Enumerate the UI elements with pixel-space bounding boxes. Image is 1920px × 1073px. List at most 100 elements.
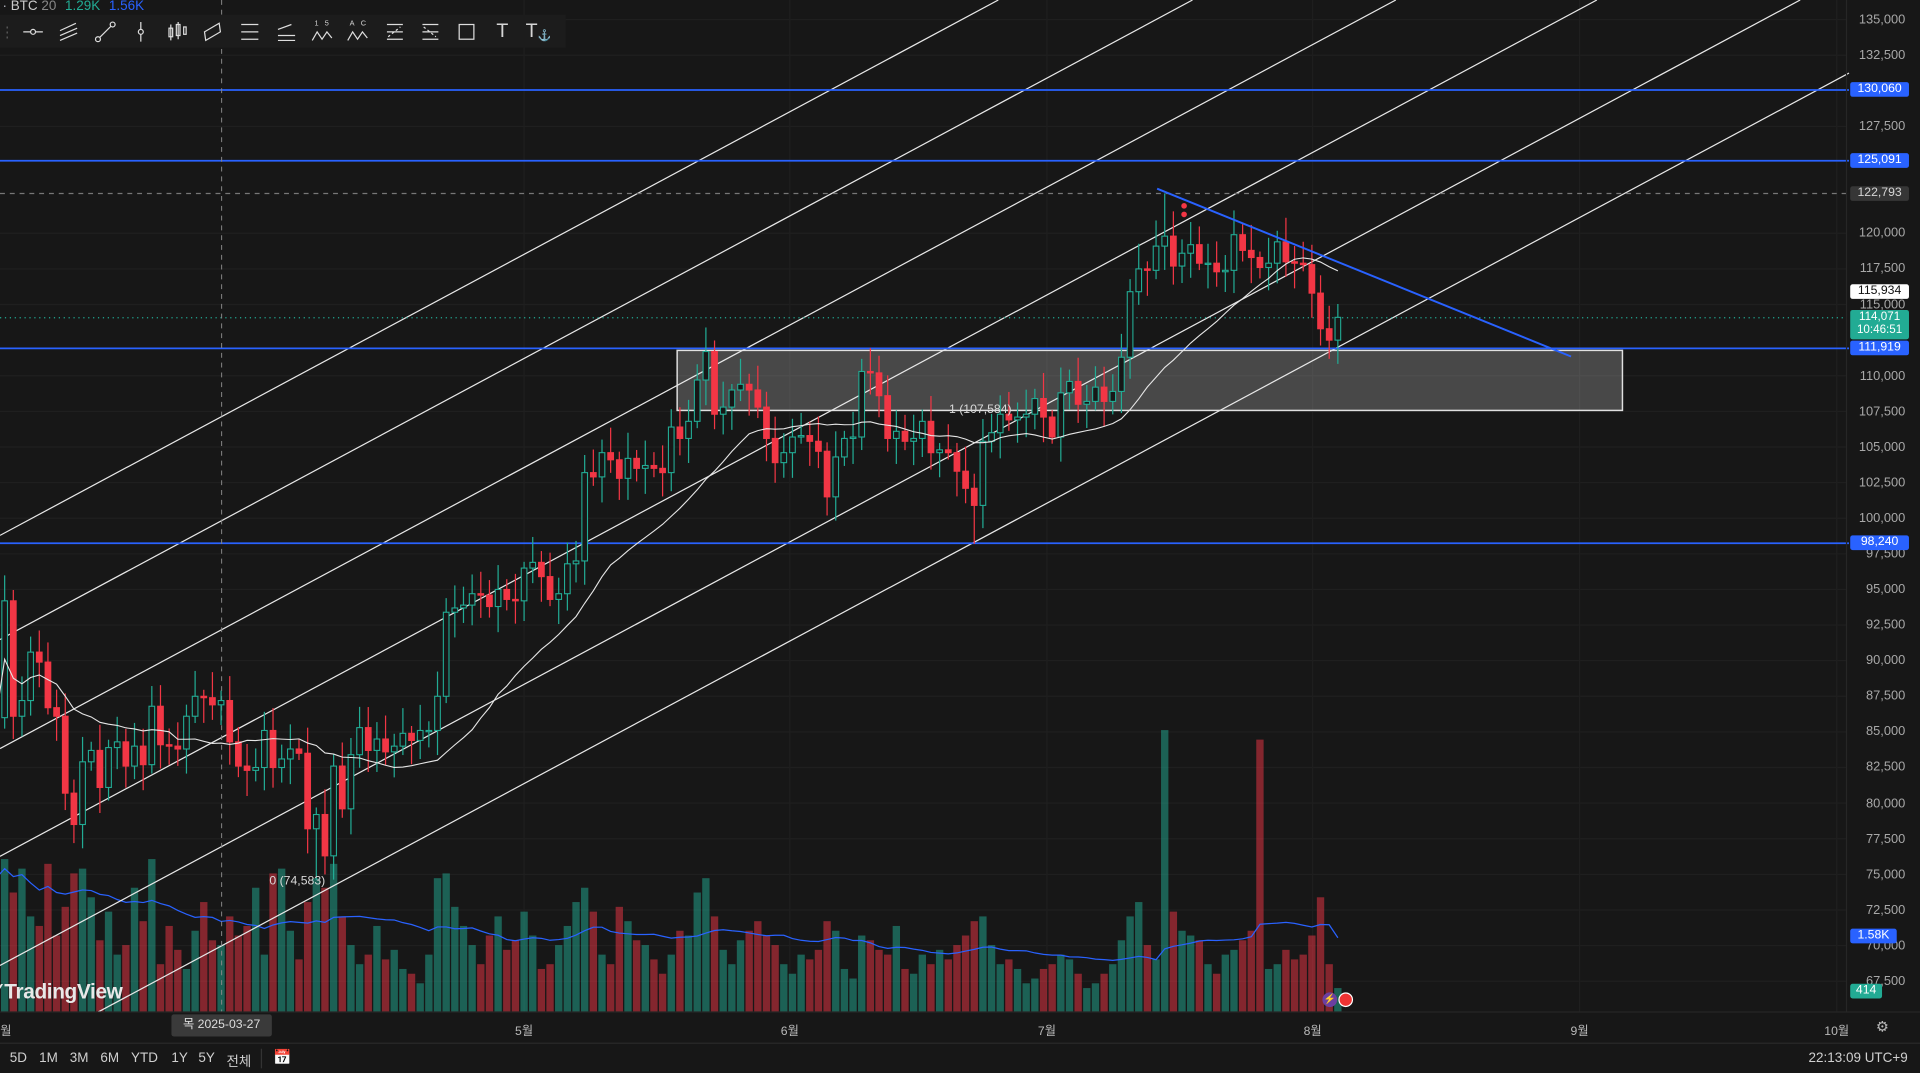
bottom-toolbar: 5D 1M 3M 6M YTD 1Y 5Y 전체 📅 22:13:09 UTC+…: [0, 1042, 1920, 1073]
rectangle-icon[interactable]: [448, 15, 484, 48]
anchored-text-icon[interactable]: T ⚓: [525, 20, 552, 42]
fib-extension-icon[interactable]: [412, 15, 448, 48]
time-label-sep: 9월: [1570, 1025, 1589, 1039]
volume-bar: [676, 930, 684, 1012]
candle-body: [520, 567, 528, 602]
support-zone-rectangle[interactable]: [676, 349, 1624, 412]
candle-body: [815, 440, 822, 452]
range-ytd[interactable]: YTD: [131, 1051, 158, 1066]
volume-bar: [1161, 730, 1169, 1012]
candle-body: [425, 729, 433, 733]
candle-body: [512, 598, 519, 602]
volume-bar: [9, 892, 17, 1012]
abcd-pattern-icon[interactable]: A C: [340, 15, 376, 48]
candles-icon[interactable]: [159, 15, 195, 48]
volume-bar: [1022, 983, 1030, 1012]
candle-body: [1256, 256, 1264, 269]
volume-bar: [1290, 959, 1299, 1012]
candle-body: [347, 754, 355, 810]
volume-bar: [529, 935, 537, 1012]
elliott-wave-icon[interactable]: 1 5: [304, 15, 340, 48]
price-chart[interactable]: [0, 0, 1920, 1043]
volume-bar: [0, 859, 9, 1012]
candle-body: [719, 406, 727, 415]
volume-bar: [416, 983, 424, 1012]
range-all[interactable]: 전체: [226, 1054, 252, 1070]
candle-body: [1299, 262, 1307, 266]
parallel-channel[interactable]: [0, 0, 1850, 1013]
candle-body: [1135, 268, 1143, 293]
volume-bar: [572, 902, 580, 1012]
range-5d[interactable]: 5D: [9, 1051, 28, 1066]
candle-body: [269, 729, 277, 769]
price-tick-label: 110,000: [1859, 368, 1906, 384]
clock-timezone[interactable]: 22:13:09 UTC+9: [1808, 1051, 1908, 1066]
candle-body: [105, 747, 112, 789]
horizontal-levels[interactable]: [0, 89, 1849, 545]
parallel-channel-icon[interactable]: [51, 15, 87, 48]
volume-bar: [979, 916, 987, 1012]
range-5y[interactable]: 5Y: [198, 1051, 215, 1066]
watermark-text: TradingView: [4, 980, 123, 1004]
text-icon[interactable]: T: [496, 20, 509, 42]
horizontal-lines-icon[interactable]: [231, 15, 267, 48]
range-1m[interactable]: 1M: [39, 1051, 58, 1066]
descending-trendline[interactable]: [1156, 187, 1572, 358]
vertical-line-icon[interactable]: [123, 15, 159, 48]
candle-body: [356, 727, 363, 756]
drag-handle-icon[interactable]: ⋮: [0, 22, 15, 40]
candle-body: [252, 766, 260, 771]
volume-bar: [113, 954, 121, 1012]
candle-body: [789, 436, 796, 454]
volume-bar: [745, 930, 753, 1012]
range-1y[interactable]: 1Y: [171, 1051, 188, 1066]
volume-bar: [373, 925, 381, 1012]
settings-gear-icon[interactable]: ⚙: [1875, 1018, 1890, 1036]
candle-body: [607, 452, 615, 461]
volume-bar: [1264, 968, 1273, 1012]
candle-body: [901, 430, 909, 442]
price-tick-label: 102,500: [1858, 475, 1906, 490]
volume-bar: [78, 868, 87, 1012]
price-tick-label: 100,000: [1858, 510, 1906, 526]
candle-body: [87, 749, 95, 763]
event-badge-icon[interactable]: ⚡: [1322, 992, 1338, 1008]
candle-body: [711, 350, 718, 415]
candle-body: [174, 745, 182, 750]
volume-bar: [269, 873, 277, 1012]
volume-bar: [338, 916, 346, 1012]
tradingview-watermark: ⁄⁄ TradingView: [0, 980, 123, 1005]
candle-body: [1066, 380, 1073, 394]
fib-retracement-icon[interactable]: [376, 15, 412, 48]
price-tick-label: 72,500: [1865, 902, 1906, 918]
volume-bar: [286, 930, 295, 1012]
candle-body: [183, 715, 190, 750]
candle-body: [763, 406, 770, 439]
last-price: 114,071: [1858, 309, 1901, 324]
price-tick-label: 85,000: [1865, 724, 1906, 740]
price-tick-label: 105,000: [1858, 439, 1906, 455]
volume-bar: [226, 916, 234, 1012]
candle-body: [217, 700, 225, 706]
range-3m[interactable]: 3M: [69, 1051, 89, 1066]
pitchfork-icon[interactable]: [268, 15, 304, 48]
candle-body: [892, 430, 900, 439]
go-to-date-icon[interactable]: 📅: [273, 1048, 292, 1066]
volume-bar: [1308, 935, 1316, 1012]
trend-line-icon[interactable]: [87, 15, 123, 48]
candle-body: [1074, 380, 1082, 405]
price-tick-label: 132,500: [1858, 47, 1906, 63]
volume-bar: [866, 940, 875, 1012]
volume-bar: [1212, 973, 1221, 1012]
candle-body: [442, 611, 450, 697]
wave-label: A: [349, 20, 355, 28]
candle-body: [728, 389, 736, 408]
us-flag-icon[interactable]: [1338, 992, 1354, 1008]
volume-bar: [295, 959, 303, 1012]
flat-top-bottom-icon[interactable]: [195, 15, 231, 48]
range-6m[interactable]: 6M: [100, 1051, 120, 1066]
candle-body: [538, 561, 545, 578]
candle-body: [1031, 397, 1039, 415]
horizontal-ray-icon[interactable]: [15, 15, 51, 48]
volume-bar: [1325, 964, 1333, 1012]
